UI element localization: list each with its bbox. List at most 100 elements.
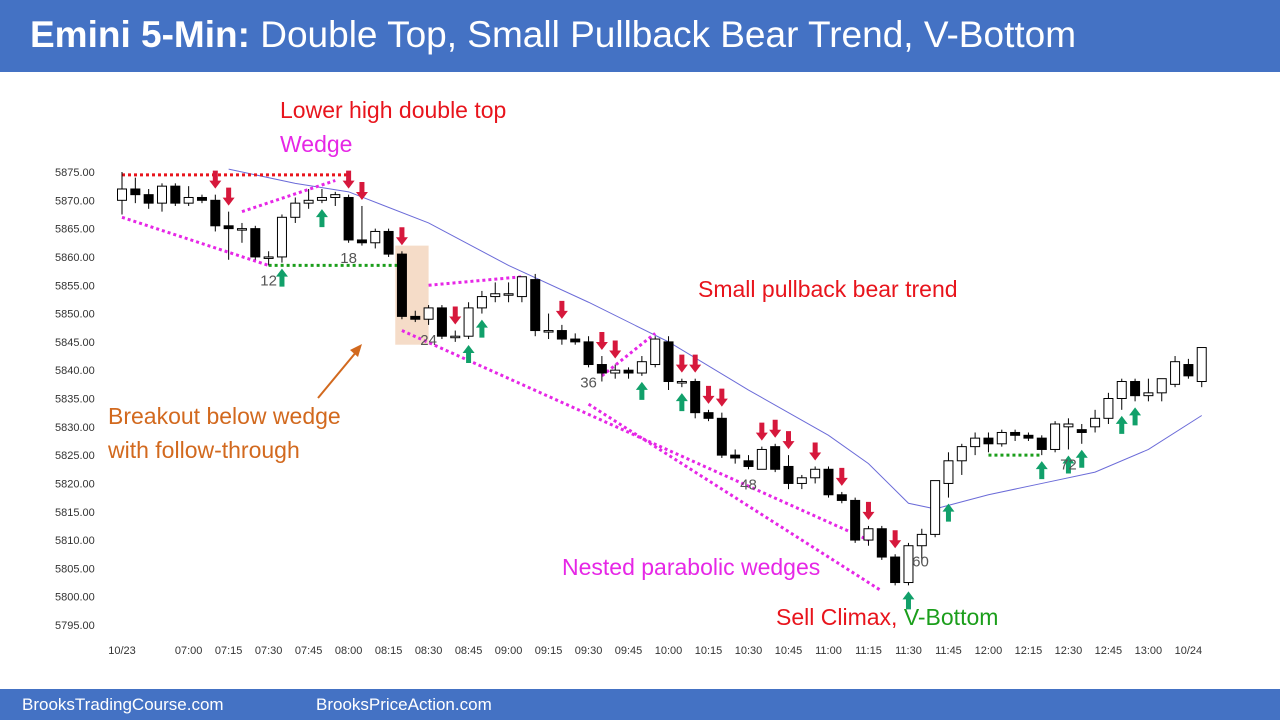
candle-bear [356, 239, 367, 244]
bar-number-label: 18 [340, 250, 357, 267]
candle-bull [303, 199, 314, 204]
x-tick-label: 07:30 [255, 645, 283, 657]
candle-bear [410, 315, 421, 320]
bar-number-label: 24 [420, 332, 437, 349]
candle-bear [1023, 434, 1034, 439]
candle-bull [316, 196, 327, 201]
x-tick-label: 11:45 [935, 645, 962, 657]
y-tick-label: 5805.00 [55, 563, 95, 575]
sell-climax-text: Sell Climax, [776, 604, 898, 630]
candle-bull [450, 335, 461, 339]
candle-bear [730, 454, 741, 459]
sell-signal-arrow-icon [555, 300, 568, 319]
signal-arrows [209, 170, 1142, 610]
sell-signal-arrow-icon [862, 501, 875, 520]
x-tick-label: 07:00 [175, 645, 203, 657]
breakout-pointer-line [317, 350, 358, 399]
sell-signal-arrow-icon [675, 354, 688, 373]
candle-bull [276, 216, 287, 258]
x-tick-label: 08:30 [415, 645, 443, 657]
candle-bull [676, 381, 687, 384]
candle-bear [716, 417, 727, 456]
buy-signal-arrow-icon [1035, 461, 1048, 480]
sell-signal-arrow-icon [782, 431, 795, 450]
bar-number-label: 48 [740, 476, 757, 493]
candle-bull [1050, 423, 1061, 450]
candle-bear [570, 338, 581, 343]
candle-bear [1076, 429, 1087, 433]
inner-wedge-line [600, 332, 657, 378]
sell-signal-arrow-icon [702, 385, 715, 404]
x-tick-label: 07:15 [215, 645, 243, 657]
candle-bull [1143, 392, 1154, 397]
sell-signal-arrow-icon [769, 419, 782, 438]
footer-left-link[interactable]: BrooksTradingCourse.com [22, 695, 224, 714]
buy-signal-arrow-icon [315, 209, 328, 228]
annotation-nested-wedges: Nested parabolic wedges [562, 554, 821, 580]
candle-bear [1130, 381, 1141, 397]
candle-bear [223, 225, 234, 230]
candle-bull [1090, 417, 1101, 428]
bar-number-label: 72 [1060, 456, 1077, 473]
x-tick-label: 09:30 [575, 645, 603, 657]
candle-bear [250, 228, 261, 258]
sell-signal-arrow-icon [755, 422, 768, 441]
candle-bull [650, 338, 661, 366]
candle-bear [396, 253, 407, 317]
candle-bear [130, 188, 141, 196]
buy-signal-arrow-icon [1115, 415, 1128, 434]
candle-bull [156, 185, 167, 204]
x-tick-label: 10/23 [108, 645, 136, 657]
annotation-breakout-line1: Breakout below wedge [108, 403, 341, 429]
x-tick-label: 12:15 [1015, 645, 1043, 657]
y-tick-label: 5820.00 [55, 478, 95, 490]
y-tick-label: 5815.00 [55, 507, 95, 519]
sell-signal-arrow-icon [209, 170, 222, 189]
x-tick-label: 12:30 [1055, 645, 1083, 657]
bar-number-label: 60 [912, 554, 929, 571]
footer-right-link[interactable]: BrooksPriceAction.com [316, 695, 492, 714]
candle-bear [663, 341, 674, 383]
y-tick-label: 5855.00 [55, 280, 95, 292]
x-tick-label: 10:00 [655, 645, 683, 657]
buy-signal-arrow-icon [635, 381, 648, 400]
annotation-small-pullback: Small pullback bear trend [698, 276, 958, 302]
annotation-lines [121, 173, 1042, 593]
annotation-wedge: Wedge [280, 131, 353, 157]
candle-bull [117, 188, 127, 201]
sell-signal-arrow-icon [222, 187, 235, 206]
annotation-breakout-line2: with follow-through [108, 437, 300, 463]
candle-bear [383, 230, 394, 255]
x-tick-label: 12:45 [1095, 645, 1123, 657]
candles-layer [117, 172, 1207, 586]
buy-signal-arrow-icon [675, 393, 688, 412]
candle-bull [930, 480, 941, 535]
candle-bull [236, 228, 247, 231]
candle-bull [476, 296, 487, 309]
candle-bull [1170, 361, 1181, 385]
sell-signal-arrow-icon [609, 340, 622, 359]
x-tick-label: 10/24 [1175, 645, 1203, 657]
y-tick-label: 5795.00 [55, 620, 95, 632]
y-tick-label: 5800.00 [55, 592, 95, 604]
x-tick-label: 10:15 [695, 645, 723, 657]
x-tick-label: 08:45 [455, 645, 483, 657]
candle-bear [1183, 364, 1194, 377]
sell-signal-arrow-icon [809, 442, 822, 461]
candle-bear [876, 528, 887, 558]
candle-bull [796, 477, 807, 484]
wedge-lower-line [121, 215, 270, 267]
x-tick-label: 10:30 [735, 645, 763, 657]
x-tick-label: 09:15 [535, 645, 563, 657]
bear-channel-line [401, 329, 870, 542]
candle-bull [1156, 378, 1167, 394]
v-bottom-text: V-Bottom [903, 604, 999, 630]
y-tick-label: 5845.00 [55, 337, 95, 349]
bar-number-labels: 12 18 24 36 48 60 72 [260, 250, 1076, 571]
footer-bar: BrooksTradingCourse.com BrooksPriceActio… [0, 689, 1280, 720]
candle-bear [770, 446, 781, 470]
y-tick-label: 5825.00 [55, 450, 95, 462]
candle-bear [196, 196, 207, 201]
candle-bull [463, 307, 474, 337]
candle-bear [143, 194, 154, 204]
